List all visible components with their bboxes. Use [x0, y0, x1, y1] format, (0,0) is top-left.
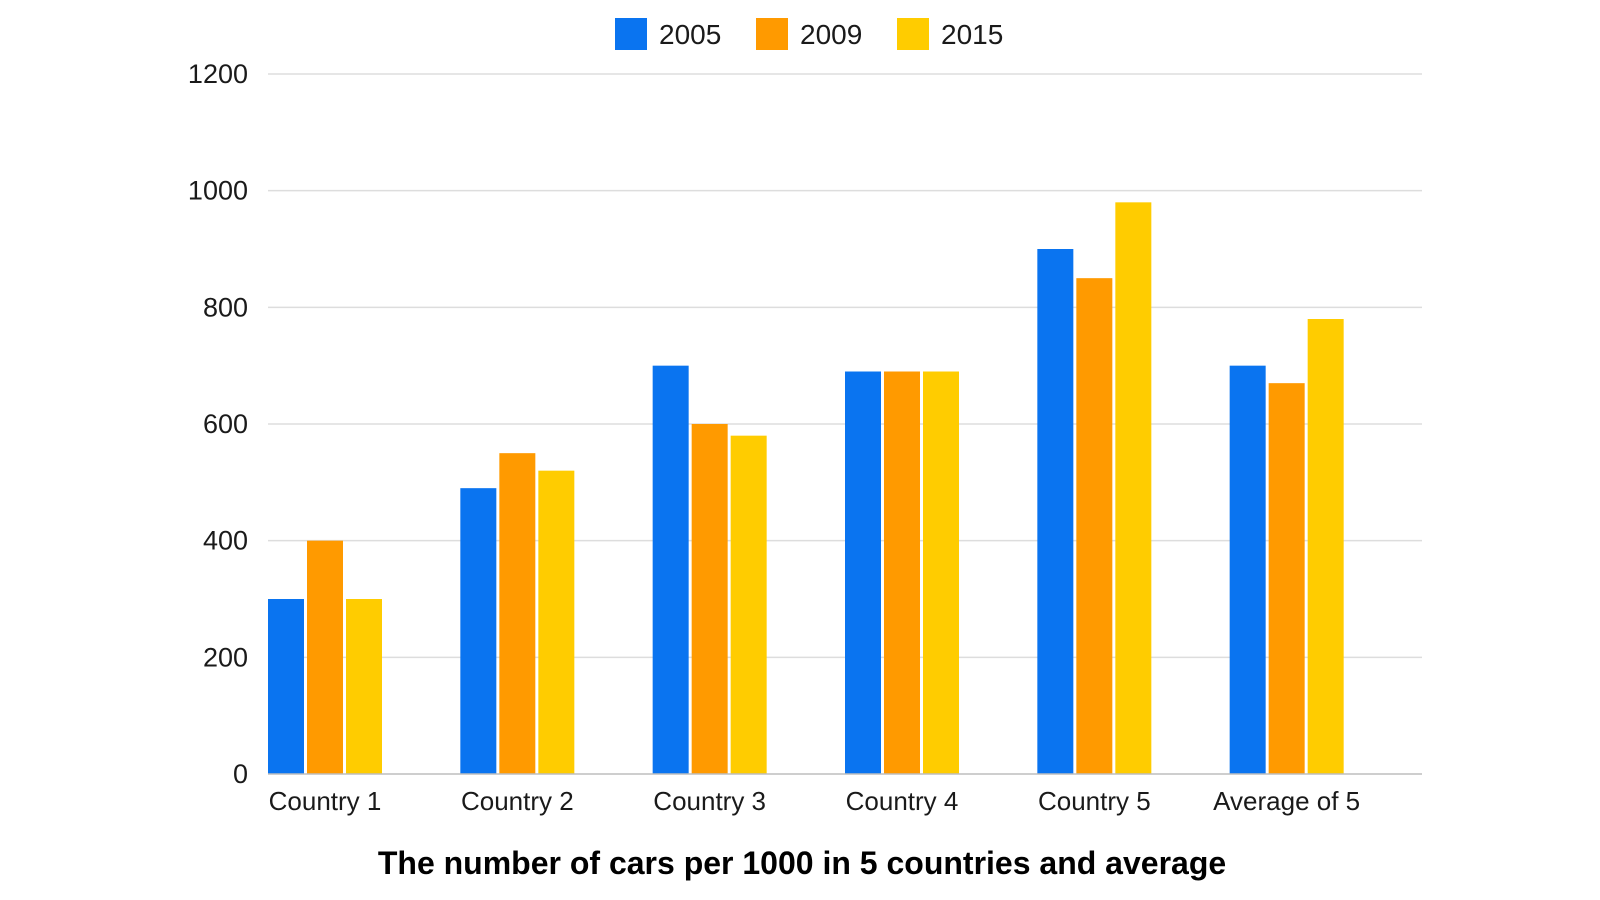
x-category-label: Average of 5 [1213, 786, 1360, 816]
x-category-label: Country 2 [461, 786, 574, 816]
legend-label-2005: 2005 [659, 19, 721, 50]
bar-2009-4 [884, 371, 920, 774]
legend-swatch-2015 [897, 18, 929, 50]
bar-2005-3 [652, 365, 689, 774]
bar-2009-2 [499, 453, 536, 774]
x-axis-categories: Country 1 Country 2 Country 3 Country 4 Coun… [269, 786, 1361, 816]
bar-2005-2 [460, 488, 497, 774]
bar-2015-1 [346, 599, 382, 774]
y-tick-label: 1000 [188, 176, 248, 206]
bar-2005-4 [845, 371, 881, 774]
x-category-label: Country 5 [1038, 786, 1151, 816]
bar-2015-6 [1307, 319, 1344, 774]
bar-2015-5 [1115, 202, 1152, 775]
chart-title: The number of cars per 1000 in 5 countri… [378, 845, 1226, 881]
y-tick-label: 1200 [188, 59, 248, 89]
y-tick-label: 200 [203, 642, 248, 672]
bar-2009-6 [1268, 383, 1305, 774]
bar-2015-4 [923, 371, 959, 774]
bars [268, 202, 1344, 775]
y-tick-label: 0 [233, 759, 248, 789]
y-tick-label: 600 [203, 409, 248, 439]
legend-label-2015: 2015 [941, 19, 1003, 50]
bar-2009-3 [691, 424, 728, 774]
y-tick-label: 400 [203, 526, 248, 556]
bar-2009-5 [1076, 278, 1113, 774]
legend-swatch-2005 [615, 18, 647, 50]
bar-2015-3 [730, 435, 767, 774]
y-axis-ticks: 0 200 400 600 800 1000 1200 [188, 59, 248, 789]
x-category-label: Country 1 [269, 786, 382, 816]
x-category-label: Country 4 [846, 786, 959, 816]
legend-swatch-2009 [756, 18, 788, 50]
legend: 2005 2009 2015 [615, 18, 1003, 50]
y-tick-label: 800 [203, 292, 248, 322]
bar-2009-1 [307, 540, 343, 774]
x-category-label: Country 3 [653, 786, 766, 816]
bar-2005-5 [1037, 249, 1074, 774]
bar-2005-6 [1229, 365, 1266, 774]
bar-2015-2 [538, 470, 575, 774]
legend-label-2009: 2009 [800, 19, 862, 50]
bar-2005-1 [268, 599, 304, 774]
